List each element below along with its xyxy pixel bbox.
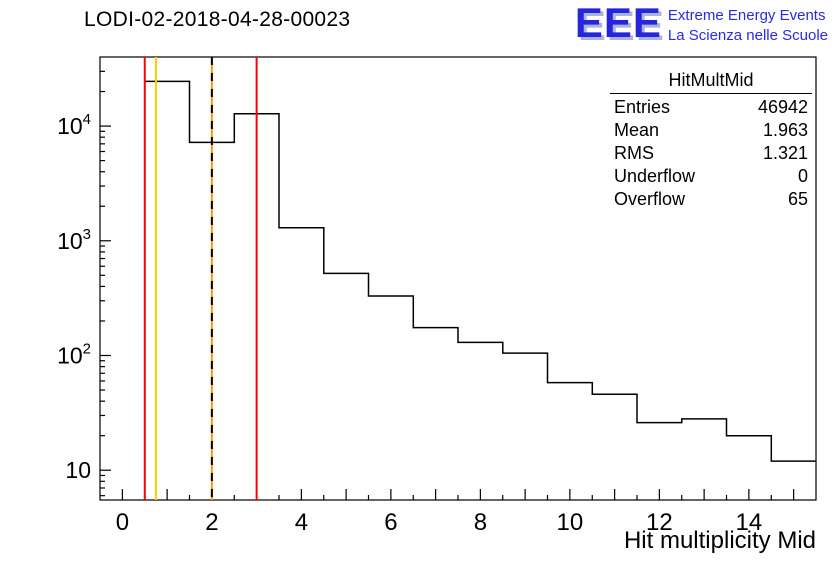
stats-label: Overflow — [614, 189, 686, 209]
stats-row-rms: RMS 1.321 — [610, 142, 812, 165]
y-tick-label: 102 — [57, 340, 91, 368]
x-tick-label: 2 — [205, 509, 218, 536]
stats-label: Entries — [614, 97, 671, 117]
stats-label: Underflow — [614, 166, 696, 186]
y-tick-label: 10 — [65, 457, 91, 483]
x-axis-label: Hit multiplicity Mid — [623, 527, 816, 554]
stats-box-title: HitMultMid — [610, 70, 812, 94]
x-tick-label: 4 — [295, 509, 308, 536]
x-tick-label: 8 — [474, 509, 487, 536]
stats-value: 0 — [797, 166, 808, 186]
x-tick-label: 10 — [557, 509, 584, 536]
x-tick-label: 0 — [116, 509, 129, 536]
y-tick-label: 103 — [57, 226, 91, 254]
stats-value: 1.963 — [762, 120, 808, 140]
eee-logo-line1: Extreme Energy Events — [667, 7, 826, 24]
stats-value: 65 — [787, 189, 808, 209]
x-tick-label: 12 — [646, 509, 673, 536]
histogram-line — [144, 80, 816, 500]
stats-box: HitMultMid Entries 46942 Mean 1.963 RMS … — [610, 70, 812, 211]
stats-value: 1.321 — [762, 143, 808, 163]
plot-title: LODI-02-2018-04-28-00023 — [84, 8, 351, 31]
stats-row-entries: Entries 46942 — [610, 96, 812, 119]
stats-row-overflow: Overflow 65 — [610, 188, 812, 211]
eee-logo-lines: Extreme Energy Events La Scienza nelle S… — [668, 4, 828, 45]
eee-logo-line2: La Scienza nelle Scuole — [667, 26, 828, 44]
stats-row-mean: Mean 1.963 — [610, 119, 812, 142]
stats-label: RMS — [614, 143, 654, 163]
eee-logo-acronym: EEE — [574, 0, 662, 46]
y-tick-label: 104 — [57, 111, 91, 139]
eee-logo: EEE Extreme Energy Events La Scienza nel… — [574, 0, 828, 46]
stats-value: 46942 — [757, 97, 808, 117]
stats-label: Mean — [614, 120, 660, 140]
stats-row-underflow: Underflow 0 — [610, 165, 812, 188]
x-tick-label: 6 — [384, 509, 397, 536]
x-tick-label: 14 — [736, 509, 763, 536]
